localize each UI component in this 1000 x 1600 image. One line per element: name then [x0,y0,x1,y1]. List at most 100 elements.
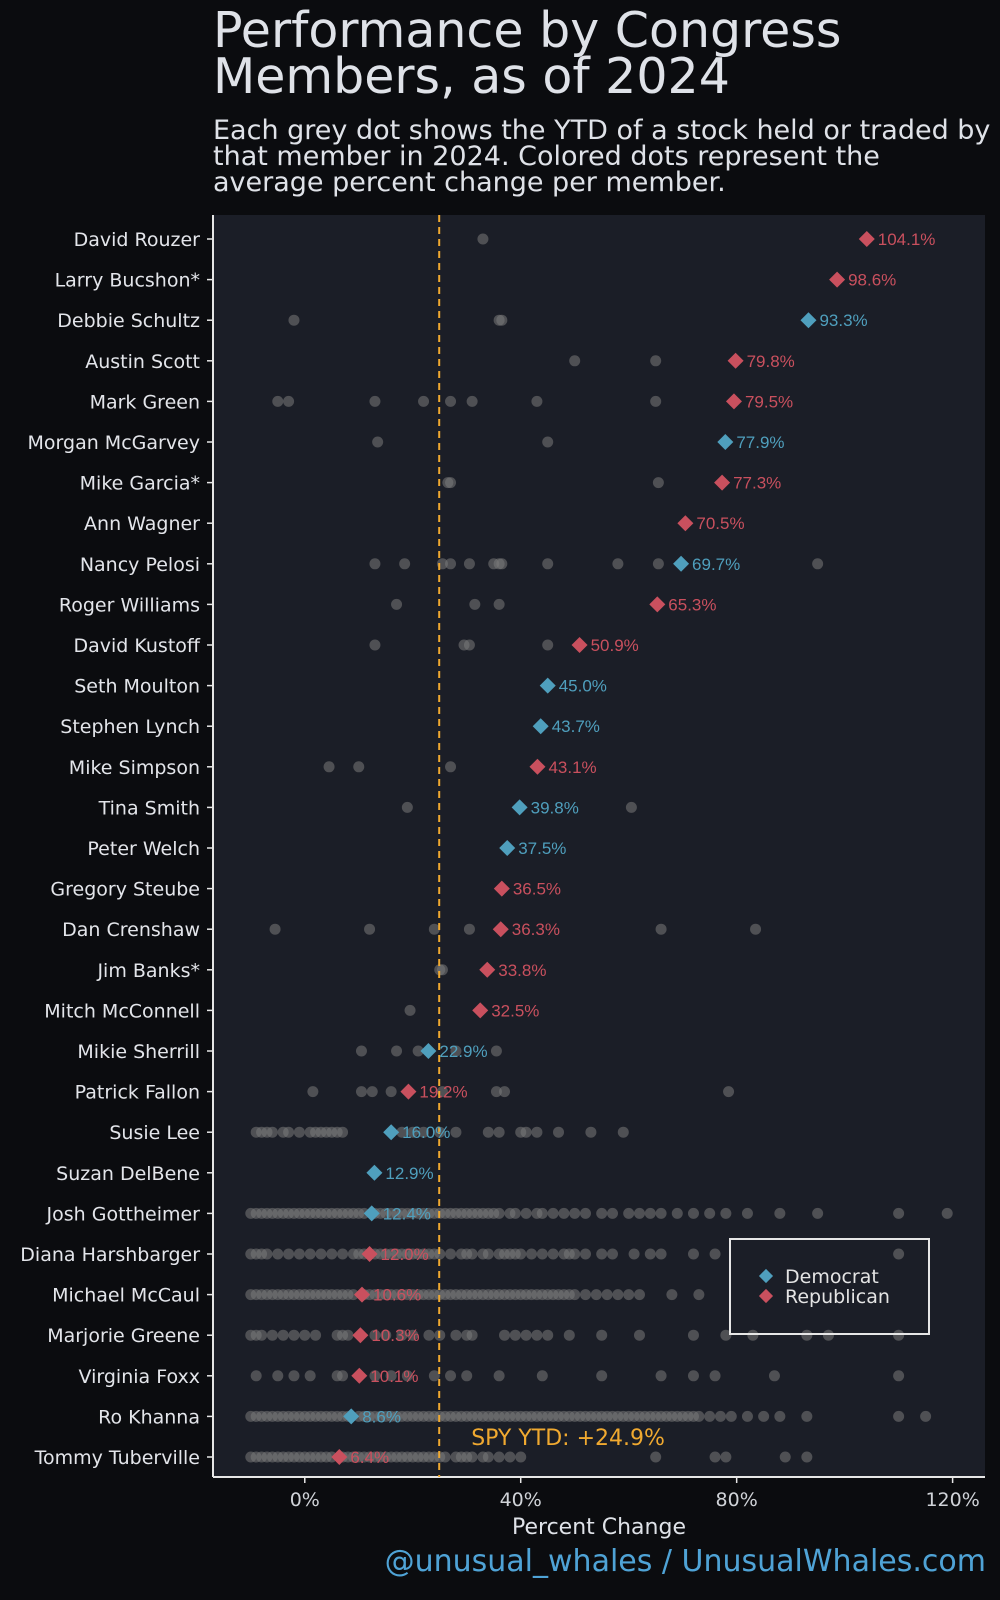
stock-dot [801,1451,813,1463]
stock-dot [542,1329,554,1341]
stock-dot [687,1207,699,1219]
stock-dot [633,1207,645,1219]
stock-dot [655,1370,667,1382]
stock-dot [304,1248,316,1260]
member-average-label: 93.3% [819,311,867,330]
stock-dot [650,1451,662,1463]
stock-dot [299,1329,311,1341]
stock-dot [266,1329,278,1341]
member-name-label: Jim Banks* [96,960,200,982]
stock-dot [256,1329,268,1341]
stock-dot [407,1329,419,1341]
member-average-label: 33.8% [498,961,546,980]
stock-dot [283,1126,295,1138]
stock-dot [277,1329,289,1341]
member-average-label: 32.5% [491,1001,539,1020]
stock-dot [563,1329,575,1341]
stock-dot [288,1370,300,1382]
stock-dot [920,1410,932,1422]
x-tick-label: 40% [500,1489,542,1511]
stock-dot [623,1207,635,1219]
stock-dot [693,1289,705,1301]
stock-dot [366,1086,378,1098]
stock-dot [450,1045,462,1057]
member-average-label: 10.6% [373,1286,421,1305]
stock-dot [450,1126,462,1138]
member-average-marker [363,1205,380,1222]
member-name-label: Ro Khanna [98,1406,200,1428]
stock-dot [596,1207,608,1219]
member-average-marker [529,758,546,775]
member-name-label: Mikie Sherrill [77,1041,200,1063]
member-average-marker [331,1449,348,1465]
stock-dot [596,1370,608,1382]
stock-dot [404,1004,416,1016]
member-average-marker [492,921,509,938]
member-average-label: 8.6% [362,1407,401,1426]
member-average-label: 12.0% [381,1245,429,1264]
member-average-label: 36.5% [513,880,561,899]
stock-dot [725,1410,737,1422]
stock-dot [445,558,457,570]
member-average-marker [351,1367,368,1384]
stock-dot [407,1126,419,1138]
stock-dot [496,314,508,326]
member-name-label: Virginia Foxx [79,1366,200,1388]
member-name-label: Peter Welch [87,838,200,860]
member-average-marker [400,1083,417,1100]
stock-dot [580,1289,592,1301]
stock-dot [353,761,365,773]
member-average-marker [383,1124,400,1141]
member-name-label: Tina Smith [98,797,200,819]
member-average-label: 12.4% [383,1204,431,1223]
stock-dot [326,1248,338,1260]
member-average-marker [511,799,528,816]
stock-dot [439,1451,451,1463]
stock-dot [709,1248,721,1260]
member-average-label: 22.9% [439,1042,487,1061]
stock-dot [283,395,295,407]
member-average-marker [717,434,734,450]
member-average-label: 10.1% [370,1367,418,1386]
member-name-label: Nancy Pelosi [80,554,200,576]
member-name-label: Seth Moulton [74,676,200,698]
stock-dot [304,1370,316,1382]
stock-dot [547,1248,559,1260]
stock-dot [709,1451,721,1463]
stock-dot [391,598,403,610]
stock-dot [687,1329,699,1341]
stock-dot [580,1248,592,1260]
member-average-marker [649,596,666,613]
stock-dot [542,558,554,570]
stock-dot [463,558,475,570]
stock-dot [704,1207,716,1219]
member-name-label: Patrick Fallon [75,1082,200,1104]
stock-dot [445,761,457,773]
stock-dot [655,923,667,935]
member-name-label: Tommy Tuberville [34,1447,200,1469]
stock-dot [893,1248,905,1260]
stock-dot [493,1451,505,1463]
spy-reference-label: SPY YTD: +24.9% [471,1426,665,1451]
stock-dot [466,395,478,407]
stock-dot [418,1126,430,1138]
stock-dot [364,923,376,935]
stock-dot [625,801,637,813]
stock-dot [774,1207,786,1219]
stock-dot [466,1329,478,1341]
stock-dot [337,1126,349,1138]
member-name-label: Stephen Lynch [60,716,200,738]
stock-dot [723,1086,735,1098]
stock-dot [391,1045,403,1057]
stock-dot [652,477,664,489]
stock-dot [450,1329,462,1341]
stock-dot [628,1248,640,1260]
member-name-label: Ann Wagner [84,513,200,535]
member-average-label: 43.1% [548,758,596,777]
member-name-label: Mike Simpson [69,757,200,779]
stock-dot [269,923,281,935]
member-average-label: 37.5% [518,839,566,858]
stock-dot [504,1451,516,1463]
member-average-marker [366,1164,383,1181]
legend-item-republican: Republican [758,1286,890,1308]
